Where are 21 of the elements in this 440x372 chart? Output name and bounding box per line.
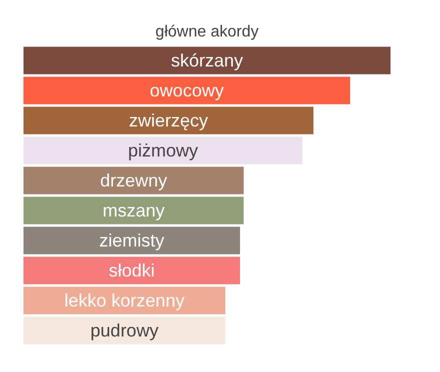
y-tick-label: ziemisty — [99, 230, 164, 250]
y-tick-label: mszany — [102, 200, 165, 220]
y-tick-label: skórzany — [170, 50, 244, 70]
y-tick-label: lekko korzenny — [64, 290, 184, 310]
y-tick-label: owocowy — [150, 80, 224, 100]
bar — [24, 196, 244, 224]
bar — [24, 136, 302, 164]
bar — [24, 316, 226, 344]
y-tick-label: pudrowy — [90, 320, 158, 340]
chart-title: główne akordy — [155, 24, 259, 40]
bar — [24, 106, 314, 134]
y-tick-label: drzewny — [100, 170, 168, 190]
bar — [24, 286, 226, 314]
bar — [24, 256, 240, 284]
y-tick-label: zwierzęcy — [128, 110, 208, 130]
y-tick-label: słodki — [108, 260, 155, 280]
y-tick-label: piżmowy — [128, 140, 198, 160]
bar — [24, 76, 350, 104]
bar — [24, 46, 390, 74]
bar — [24, 226, 240, 254]
bar — [24, 166, 244, 194]
